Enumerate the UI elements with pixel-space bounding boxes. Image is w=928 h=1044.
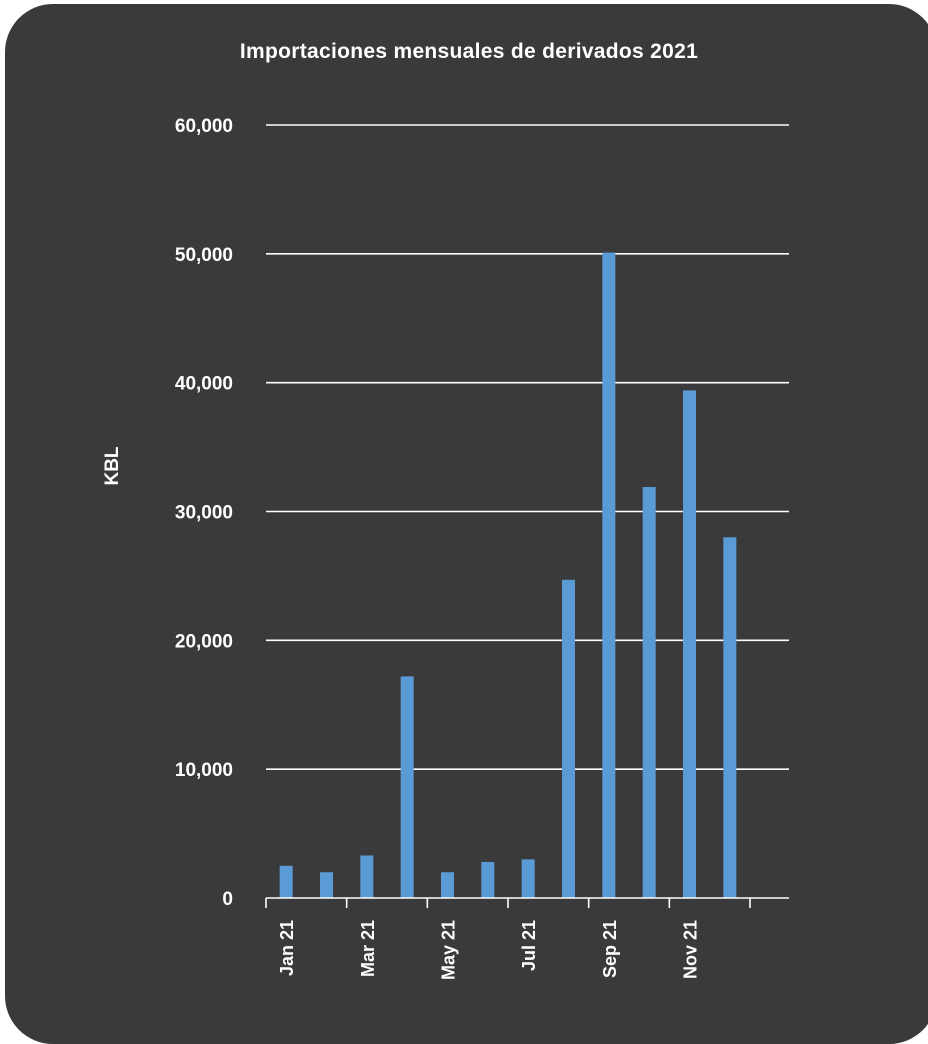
bar — [320, 872, 333, 898]
y-tick-label: 40,000 — [175, 374, 233, 395]
bar — [562, 579, 575, 898]
x-tick-label: Jul 21 — [519, 920, 539, 971]
chart-card — [5, 4, 928, 1044]
y-tick-label: 0 — [222, 889, 233, 910]
y-tick-label: 60,000 — [175, 116, 233, 137]
y-tick-labels: 0 10,000 20,000 30,000 40,000 50,000 60,000 — [175, 116, 233, 910]
x-tick-label: Mar 21 — [358, 920, 378, 977]
y-tick-label: 30,000 — [175, 503, 233, 524]
x-tick-label: Nov 21 — [681, 920, 701, 979]
bar — [602, 252, 616, 899]
bar — [723, 537, 737, 898]
bar — [521, 859, 535, 898]
x-tick-label: Sep 21 — [600, 920, 620, 978]
gridlines — [266, 124, 789, 770]
x-tick-label: May 21 — [439, 920, 459, 980]
bar — [400, 676, 414, 898]
chart-title: Importaciones mensuales de derivados 202… — [239, 40, 699, 63]
y-tick-label: 50,000 — [175, 245, 233, 266]
y-tick-label: 10,000 — [175, 760, 233, 781]
bar — [360, 855, 374, 898]
bar — [481, 861, 495, 898]
x-axis — [265, 897, 789, 908]
y-axis-label: KBL — [102, 446, 123, 485]
bar — [683, 390, 696, 898]
bar — [441, 872, 454, 898]
x-tick-label: Jan 21 — [277, 920, 297, 976]
bar — [642, 487, 656, 898]
bar — [279, 865, 293, 898]
x-tick-labels: Jan 21 Mar 21 May 21 Jul 21 Sep 21 Nov 21 — [277, 920, 700, 980]
y-tick-label: 20,000 — [175, 631, 233, 652]
bars — [279, 252, 737, 899]
